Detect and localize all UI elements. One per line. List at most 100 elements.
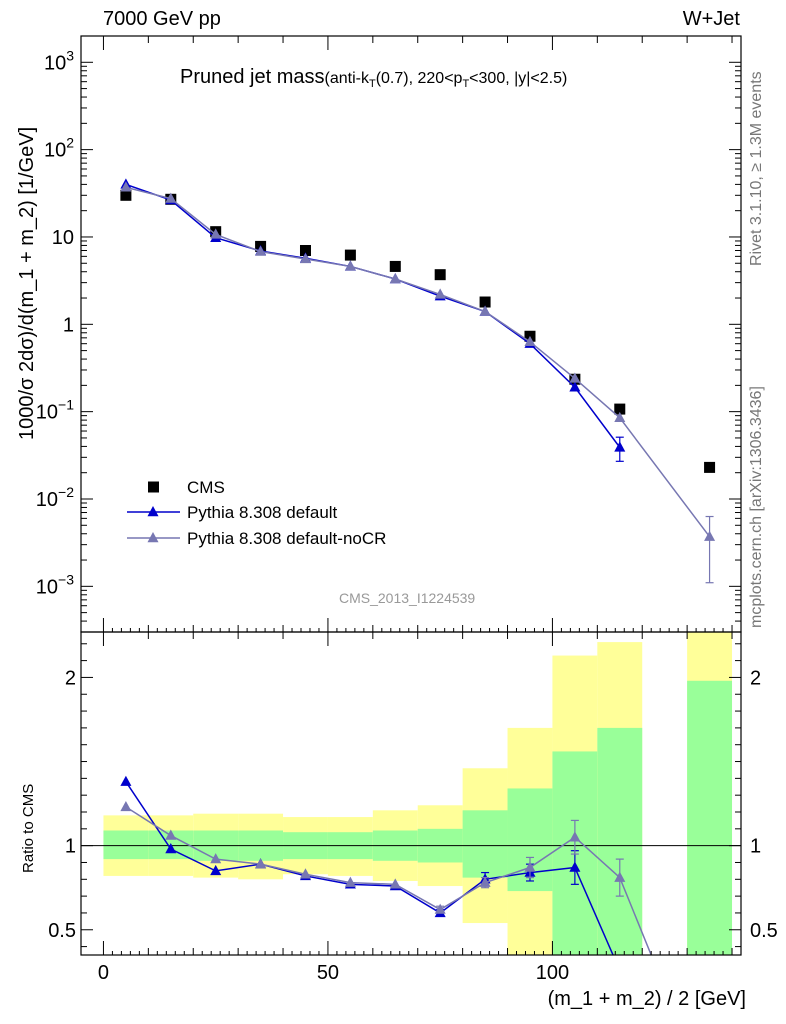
series-point-2 xyxy=(120,181,132,192)
ratio-ytick-label: 1 xyxy=(65,836,76,858)
analysis-watermark: CMS_2013_I1224539 xyxy=(339,590,476,606)
ratio-point-1 xyxy=(165,829,177,840)
ytick-mantissa: 1 xyxy=(63,314,74,336)
ytick-mantissa: 10 xyxy=(36,489,58,511)
main-frame xyxy=(80,35,742,633)
ratio-ylabel: Ratio to CMS xyxy=(20,783,37,873)
ratio-ytick-label-right: 2 xyxy=(750,667,761,689)
legend-label: CMS xyxy=(187,478,225,497)
series-point-2 xyxy=(255,245,267,256)
chart-title-sub: (anti-kT(0.7), 220<pT<300, |y|<2.5) xyxy=(324,70,568,91)
ratio-frame xyxy=(80,631,742,956)
chart-title-main: Pruned jet mass xyxy=(180,66,325,88)
main-ytick-label: 10−3 xyxy=(36,571,74,598)
ratio-point-1 xyxy=(614,871,626,882)
ratio-point-0 xyxy=(120,775,132,786)
title-subscript: T xyxy=(368,78,376,91)
ytick-exponent: −3 xyxy=(58,571,74,587)
main-ytick-label: 102 xyxy=(44,135,74,162)
legend-label: Pythia 8.308 default-noCR xyxy=(187,529,386,548)
ratio-point-1 xyxy=(344,876,356,887)
ratio-point-1 xyxy=(389,878,401,889)
ratio-ytick-label: 2 xyxy=(65,667,76,689)
ratio-bands xyxy=(103,632,733,955)
band-green xyxy=(687,680,733,955)
rivet-version: Rivet 3.1.10, ≥ 1.3M events xyxy=(748,71,765,266)
series-point-2 xyxy=(569,372,581,383)
series-point-2 xyxy=(479,305,491,316)
ratio-data xyxy=(120,775,652,955)
series-point-2 xyxy=(704,530,716,541)
ratio-point-1 xyxy=(120,800,132,812)
main-ytick-label: 10−1 xyxy=(36,397,74,424)
series-point-2 xyxy=(614,411,626,423)
legend-marker xyxy=(147,506,159,517)
series-point-2 xyxy=(165,192,177,203)
main-ytick-label: 1 xyxy=(63,314,74,336)
cms-point xyxy=(704,461,716,473)
cms-point xyxy=(434,269,446,281)
series-point-2 xyxy=(434,288,446,299)
ytick-mantissa: 10 xyxy=(36,576,58,598)
ytick-exponent: −1 xyxy=(58,397,74,413)
ytick-exponent: 3 xyxy=(66,47,74,63)
ratio-tail-0 xyxy=(574,867,614,955)
main-ytick-label: 103 xyxy=(44,47,74,74)
cms-point xyxy=(389,260,401,272)
series-line-1 xyxy=(125,183,621,448)
ratio-tail-1 xyxy=(619,877,652,955)
ratio-point-1 xyxy=(434,903,446,914)
ytick-exponent: 2 xyxy=(66,135,74,151)
ratio-xtick-label: 50 xyxy=(317,962,339,984)
series-point-2 xyxy=(389,273,401,284)
ratio-point-1 xyxy=(524,861,536,872)
ratio-xtick-label: 100 xyxy=(536,962,569,984)
mcplots-source: mcplots.cern.ch [arXiv:1306.3436] xyxy=(748,386,765,628)
ratio-point-1 xyxy=(299,868,312,879)
ratio-point-1 xyxy=(210,853,222,864)
cms-point xyxy=(344,249,356,261)
cms-point xyxy=(479,296,491,308)
series-point-2 xyxy=(344,260,356,271)
ratio-point-1 xyxy=(569,831,581,842)
band-green xyxy=(462,810,508,878)
ratio-xlabel: (m_1 + m_2) / 2 [GeV] xyxy=(547,988,746,1010)
band-green xyxy=(597,727,643,955)
ytick-mantissa: 10 xyxy=(52,227,74,249)
legend: CMS Pythia 8.308 default Pythia 8.308 defa… xyxy=(127,478,386,548)
ratio-point-0 xyxy=(569,861,581,872)
series-point-2 xyxy=(210,228,222,239)
ytick-mantissa: 10 xyxy=(44,52,66,74)
ratio-line-1 xyxy=(125,806,621,911)
band-green xyxy=(103,830,149,860)
cms-point xyxy=(614,403,626,415)
ratio-point-1 xyxy=(479,876,491,887)
header-right: W+Jet xyxy=(682,8,740,30)
ratio-point-0 xyxy=(210,864,222,876)
ytick-exponent: −2 xyxy=(58,484,74,500)
ratio-ytick-label: 0.5 xyxy=(48,920,76,942)
main-ylabel: 1000/σ 2dσ)/d(m_1 + m_2) [1/GeV] xyxy=(16,126,38,440)
cms-point xyxy=(120,189,132,201)
ratio-point-0 xyxy=(165,843,177,854)
main-ytick-label: 10 xyxy=(52,227,74,249)
main-ytick-label: 10−2 xyxy=(36,484,74,511)
series-point-2 xyxy=(524,335,536,347)
series-point-1 xyxy=(569,381,581,392)
ratio-point-1 xyxy=(255,858,267,869)
title-subscript: T xyxy=(462,78,470,91)
header-left: 7000 GeV pp xyxy=(103,8,221,30)
legend-marker xyxy=(147,532,159,543)
cms-point xyxy=(299,245,311,257)
legend-marker-cms xyxy=(148,481,159,493)
main-data xyxy=(120,178,716,584)
legend-label: Pythia 8.308 default xyxy=(187,503,338,522)
ytick-mantissa: 10 xyxy=(44,140,66,162)
series-point-2 xyxy=(299,252,312,264)
ratio-xtick-label: 0 xyxy=(98,962,109,984)
series-point-1 xyxy=(614,441,626,452)
ratio-ytick-label-right: 0.5 xyxy=(750,920,778,942)
ratio-ytick-label-right: 1 xyxy=(750,836,761,858)
